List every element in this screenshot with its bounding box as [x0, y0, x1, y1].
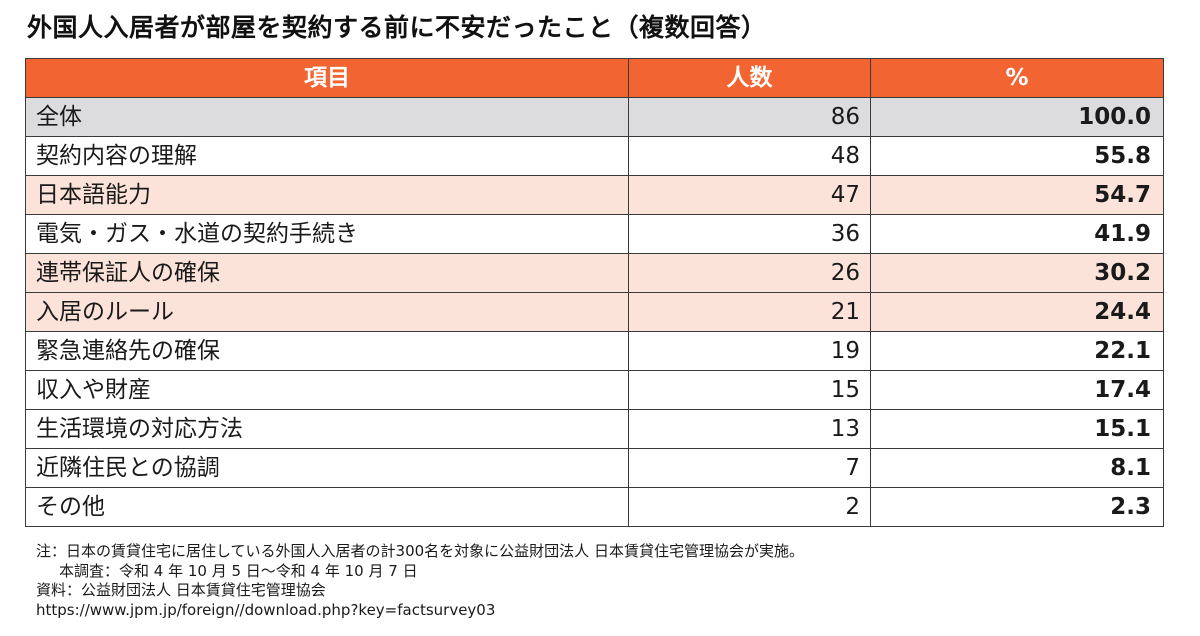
cell-count: 21 [628, 292, 871, 332]
cell-item: 入居のルール [25, 292, 629, 332]
table-row: 生活環境の対応方法 13 15.1 [25, 409, 1164, 449]
note-text: 注：日本の賃貸住宅に居住している外国人入居者の計300名を対象に公益財団法人 日… [36, 542, 804, 560]
cell-percent: 100.0 [870, 97, 1164, 137]
cell-item: 近隣住民との協調 [25, 448, 629, 488]
cell-item: その他 [25, 487, 629, 527]
cell-count: 36 [628, 214, 871, 254]
cell-count: 86 [628, 97, 871, 137]
cell-item: 生活環境の対応方法 [25, 409, 629, 449]
table-header-row: 項目 人数 % [25, 58, 1164, 98]
header-count: 人数 [628, 58, 871, 98]
cell-item: 契約内容の理解 [25, 136, 629, 176]
cell-percent: 2.3 [870, 487, 1164, 527]
header-percent: % [870, 58, 1164, 98]
source-text: 資料：公益財団法人 日本賃貸住宅管理協会 [36, 581, 326, 599]
cell-count: 13 [628, 409, 871, 449]
survey-table: 項目 人数 % 全体 86 100.0 契約内容の理解 48 55.8 日本語能… [25, 58, 1164, 527]
cell-count: 19 [628, 331, 871, 371]
cell-item: 全体 [25, 97, 629, 137]
table-row-highlighted: 日本語能力 47 54.7 [25, 175, 1164, 215]
table-row: 電気・ガス・水道の契約手続き 36 41.9 [25, 214, 1164, 254]
table-row-highlighted: 入居のルール 21 24.4 [25, 292, 1164, 332]
table-row-total: 全体 86 100.0 [25, 97, 1164, 137]
cell-percent: 41.9 [870, 214, 1164, 254]
cell-percent: 15.1 [870, 409, 1164, 449]
cell-percent: 24.4 [870, 292, 1164, 332]
table-row: 収入や財産 15 17.4 [25, 370, 1164, 410]
table-row-highlighted: 連帯保証人の確保 26 30.2 [25, 253, 1164, 293]
cell-count: 48 [628, 136, 871, 176]
cell-percent: 30.2 [870, 253, 1164, 293]
cell-count: 26 [628, 253, 871, 293]
cell-percent: 55.8 [870, 136, 1164, 176]
survey-period: 本調査：令和 4 年 10 月 5 日～令和 4 年 10 月 7 日 [59, 561, 418, 580]
header-item: 項目 [25, 58, 629, 98]
footnotes: 注：日本の賃貸住宅に居住している外国人入居者の計300名を対象に公益財団法人 日… [36, 542, 804, 620]
cell-percent: 54.7 [870, 175, 1164, 215]
cell-percent: 22.1 [870, 331, 1164, 371]
cell-count: 7 [628, 448, 871, 488]
cell-item: 連帯保証人の確保 [25, 253, 629, 293]
page-title: 外国人入居者が部屋を契約する前に不安だったこと（複数回答） [27, 13, 767, 42]
cell-item: 収入や財産 [25, 370, 629, 410]
cell-count: 2 [628, 487, 871, 527]
cell-count: 15 [628, 370, 871, 410]
table-row: 緊急連絡先の確保 19 22.1 [25, 331, 1164, 371]
table-row: その他 2 2.3 [25, 487, 1164, 527]
cell-count: 47 [628, 175, 871, 215]
table-row: 近隣住民との協調 7 8.1 [25, 448, 1164, 488]
cell-item: 日本語能力 [25, 175, 629, 215]
cell-percent: 8.1 [870, 448, 1164, 488]
table-row: 契約内容の理解 48 55.8 [25, 136, 1164, 176]
cell-item: 緊急連絡先の確保 [25, 331, 629, 371]
source-url[interactable]: https://www.jpm.jp/foreign//download.php… [36, 600, 496, 619]
cell-percent: 17.4 [870, 370, 1164, 410]
cell-item: 電気・ガス・水道の契約手続き [25, 214, 629, 254]
